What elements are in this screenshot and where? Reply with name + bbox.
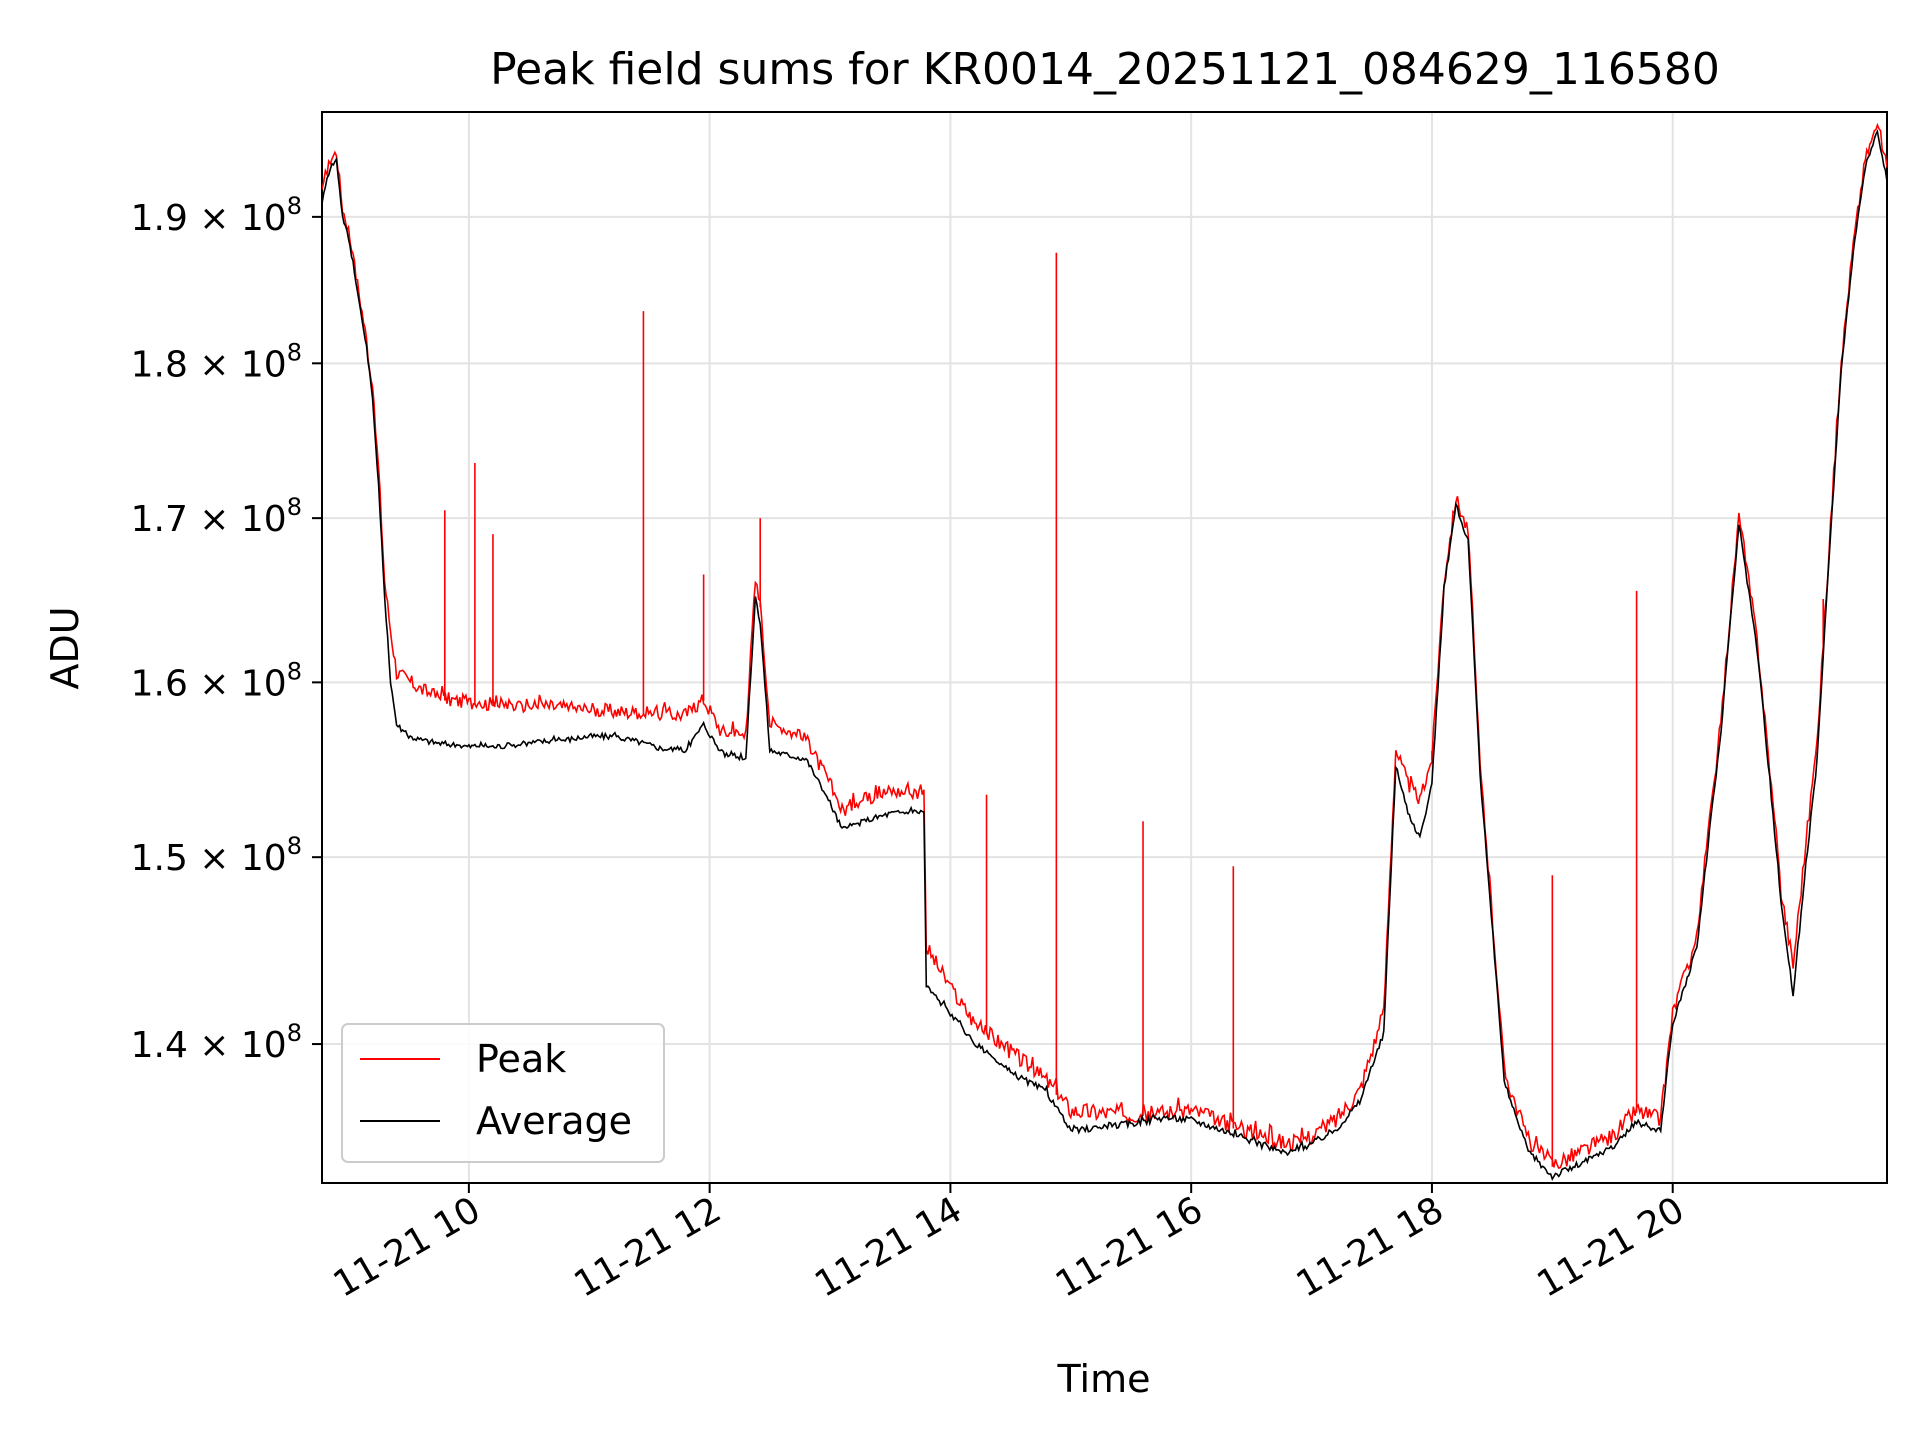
- x-axis-ticks: 11-21 10 11-21 12 11-21 14 11-21 16 11-21 18…: [327, 1183, 1692, 1306]
- chart-title: Peak field sums for KR0014_20251121_0846…: [490, 44, 1720, 95]
- y-axis-label: ADU: [43, 606, 87, 689]
- legend-label-average: Average: [476, 1099, 632, 1143]
- grid-layer: [322, 112, 1887, 1183]
- x-tick-label: 11-21 12: [567, 1189, 728, 1305]
- x-tick-label: 11-21 16: [1049, 1189, 1210, 1305]
- y-axis-ticks: 1.4 × 108 1.5 × 108 1.6 × 108 1.7 × 108 1.8 …: [131, 192, 322, 1066]
- x-axis-label: Time: [1057, 1357, 1151, 1401]
- y-tick-label: 1.5 × 108: [131, 832, 302, 879]
- y-tick-label: 1.9 × 108: [131, 192, 302, 239]
- x-tick-label: 11-21 20: [1531, 1189, 1692, 1305]
- legend-label-peak: Peak: [476, 1037, 566, 1081]
- y-tick-label: 1.4 × 108: [131, 1019, 302, 1066]
- legend: Peak Average: [341, 1023, 665, 1163]
- x-tick-label: 11-21 14: [808, 1189, 969, 1305]
- y-tick-label: 1.6 × 108: [131, 657, 302, 704]
- plot-area-frame: [321, 111, 1888, 1184]
- series-line-peak: [322, 122, 1887, 1170]
- y-tick-label: 1.7 × 108: [131, 493, 302, 540]
- y-tick-label: 1.8 × 108: [131, 338, 302, 385]
- x-tick-label: 11-21 18: [1290, 1189, 1451, 1305]
- x-tick-label: 11-21 10: [327, 1189, 488, 1305]
- series-line-average: [322, 129, 1887, 1182]
- series-layer: [322, 122, 1887, 1182]
